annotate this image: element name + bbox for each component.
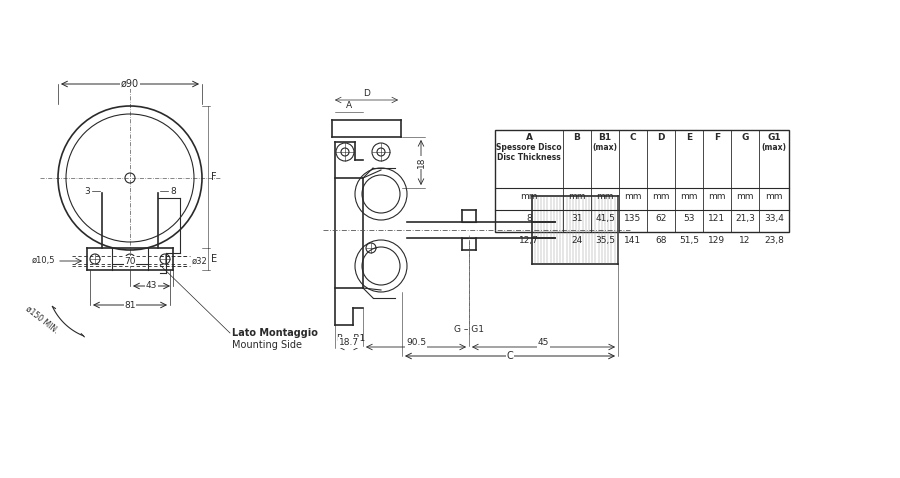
Text: 24: 24 (572, 236, 582, 245)
Text: Mounting Side: Mounting Side (232, 340, 302, 350)
Text: ø90: ø90 (121, 79, 140, 89)
Text: D: D (363, 89, 370, 98)
Text: Lato Montaggio: Lato Montaggio (232, 328, 318, 338)
Text: ø32: ø32 (192, 257, 208, 265)
Text: mm: mm (568, 192, 586, 201)
Text: mm: mm (765, 192, 783, 201)
Text: (max): (max) (761, 143, 787, 152)
Text: C: C (507, 351, 513, 361)
Text: mm: mm (520, 192, 538, 201)
Text: C: C (630, 133, 636, 142)
Text: 12,7: 12,7 (519, 236, 539, 245)
Text: 12: 12 (739, 236, 751, 245)
Text: 3: 3 (85, 186, 90, 196)
Text: Disc Thickness: Disc Thickness (497, 153, 561, 162)
Text: 8: 8 (170, 186, 176, 196)
Text: D: D (657, 133, 665, 142)
Text: mm: mm (680, 192, 698, 201)
Text: 53: 53 (683, 214, 695, 223)
Text: 23,8: 23,8 (764, 236, 784, 245)
Text: 90.5: 90.5 (406, 338, 426, 347)
Text: 135: 135 (625, 214, 642, 223)
Text: mm: mm (625, 192, 642, 201)
Text: E: E (211, 254, 217, 264)
Text: ø150 MIN.: ø150 MIN. (24, 304, 60, 336)
Text: B – B1: B – B1 (337, 334, 365, 343)
Text: 45: 45 (538, 338, 549, 347)
Text: (max): (max) (592, 143, 617, 152)
Text: 18.7: 18.7 (339, 338, 359, 347)
Text: G1: G1 (767, 133, 781, 142)
Text: 33,4: 33,4 (764, 214, 784, 223)
Text: 35,5: 35,5 (595, 236, 615, 245)
Circle shape (129, 258, 131, 261)
Text: 51,5: 51,5 (679, 236, 699, 245)
Bar (495, 130, 789, 232)
Text: 8: 8 (526, 214, 532, 223)
Text: E: E (686, 133, 692, 142)
Text: 70: 70 (124, 257, 136, 265)
Text: ø10,5: ø10,5 (32, 257, 55, 265)
Text: mm: mm (708, 192, 725, 201)
Text: 81: 81 (124, 301, 136, 309)
Text: 141: 141 (625, 236, 642, 245)
Text: F: F (211, 172, 217, 182)
Text: 18: 18 (417, 157, 426, 168)
Text: 129: 129 (708, 236, 725, 245)
Text: mm: mm (596, 192, 614, 201)
Text: 21,3: 21,3 (735, 214, 755, 223)
Text: 62: 62 (655, 214, 667, 223)
Text: G – G1: G – G1 (454, 325, 484, 334)
Text: 41,5: 41,5 (595, 214, 615, 223)
Text: B1: B1 (598, 133, 612, 142)
Text: Spessore Disco: Spessore Disco (496, 143, 562, 152)
Text: mm: mm (736, 192, 754, 201)
Text: 121: 121 (708, 214, 725, 223)
Text: F: F (714, 133, 720, 142)
Text: A: A (346, 101, 352, 110)
Text: G: G (742, 133, 749, 142)
Text: mm: mm (652, 192, 670, 201)
Text: A: A (526, 133, 533, 142)
Text: 43: 43 (146, 282, 158, 291)
Text: 68: 68 (655, 236, 667, 245)
Text: 31: 31 (572, 214, 583, 223)
Text: B: B (573, 133, 580, 142)
